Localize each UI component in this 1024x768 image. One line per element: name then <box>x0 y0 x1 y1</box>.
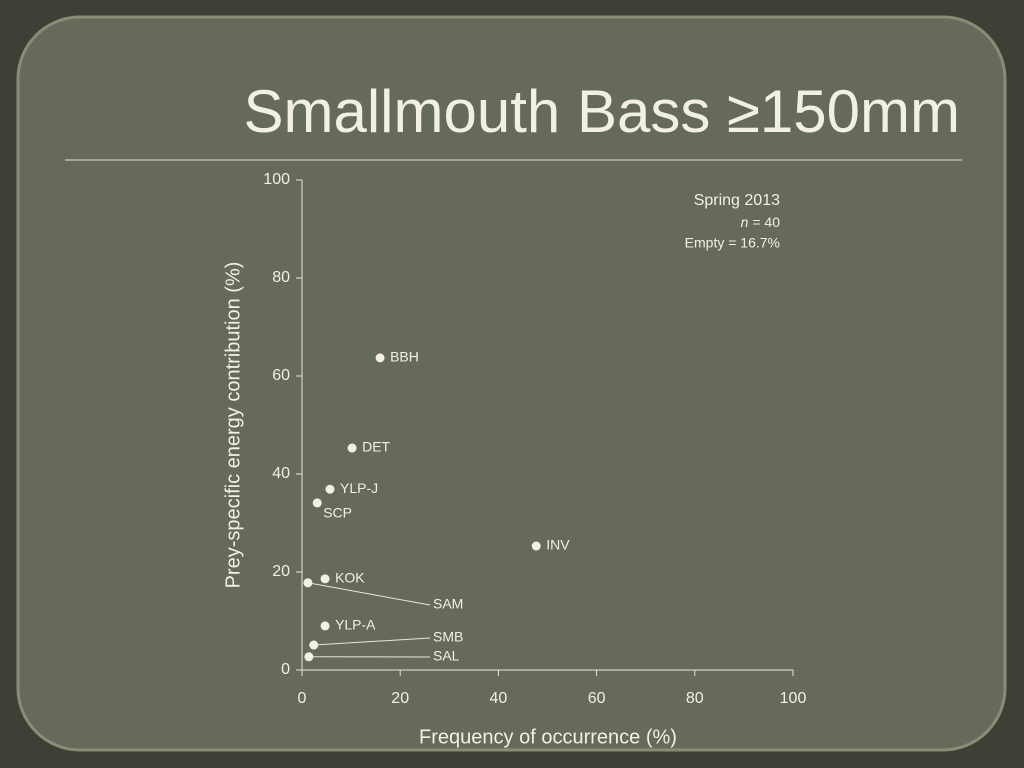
data-point <box>325 484 335 494</box>
point-label: DET <box>362 439 390 455</box>
annotation-n: n = 40 <box>741 214 781 230</box>
data-point <box>309 640 319 650</box>
y-tick-label: 100 <box>263 171 290 188</box>
annotation-empty: Empty = 16.7% <box>685 235 780 251</box>
y-tick-label: 80 <box>272 269 290 286</box>
x-tick-label: 80 <box>686 690 704 707</box>
n-symbol: n <box>741 214 749 230</box>
point-label: SAL <box>433 648 460 664</box>
point-label: YLP-J <box>340 480 378 496</box>
x-tick-label: 0 <box>298 690 307 707</box>
content-panel <box>16 15 1007 752</box>
x-tick-label: 100 <box>780 690 807 707</box>
chart-title: Smallmouth Bass ≥150mm <box>243 78 960 145</box>
data-point <box>303 578 313 588</box>
x-tick-label: 60 <box>588 690 606 707</box>
point-label: YLP-A <box>335 617 376 633</box>
point-label: SAM <box>433 596 463 612</box>
point-label: KOK <box>335 570 365 586</box>
point-label: INV <box>546 537 570 553</box>
data-point <box>304 652 314 662</box>
data-point <box>312 498 322 508</box>
data-point <box>320 574 330 584</box>
data-point <box>347 443 357 453</box>
y-tick-label: 40 <box>272 465 290 482</box>
data-point <box>375 353 385 363</box>
point-label: SMB <box>433 629 463 645</box>
point-label: SCP <box>323 505 352 521</box>
x-axis-label: Frequency of occurrence (%) <box>419 726 677 748</box>
y-tick-label: 20 <box>272 563 290 580</box>
x-tick-label: 20 <box>391 690 409 707</box>
x-tick-label: 40 <box>490 690 508 707</box>
y-tick-label: 0 <box>281 661 290 678</box>
y-tick-label: 60 <box>272 367 290 384</box>
n-value: = 40 <box>752 214 780 230</box>
y-axis-label: Prey-specific energy contribution (%) <box>222 262 244 589</box>
data-point <box>320 621 330 631</box>
data-point <box>531 541 541 551</box>
annotation-season: Spring 2013 <box>694 192 780 209</box>
point-label: BBH <box>390 349 419 365</box>
leader-line <box>313 637 431 646</box>
leader-line <box>307 582 431 606</box>
